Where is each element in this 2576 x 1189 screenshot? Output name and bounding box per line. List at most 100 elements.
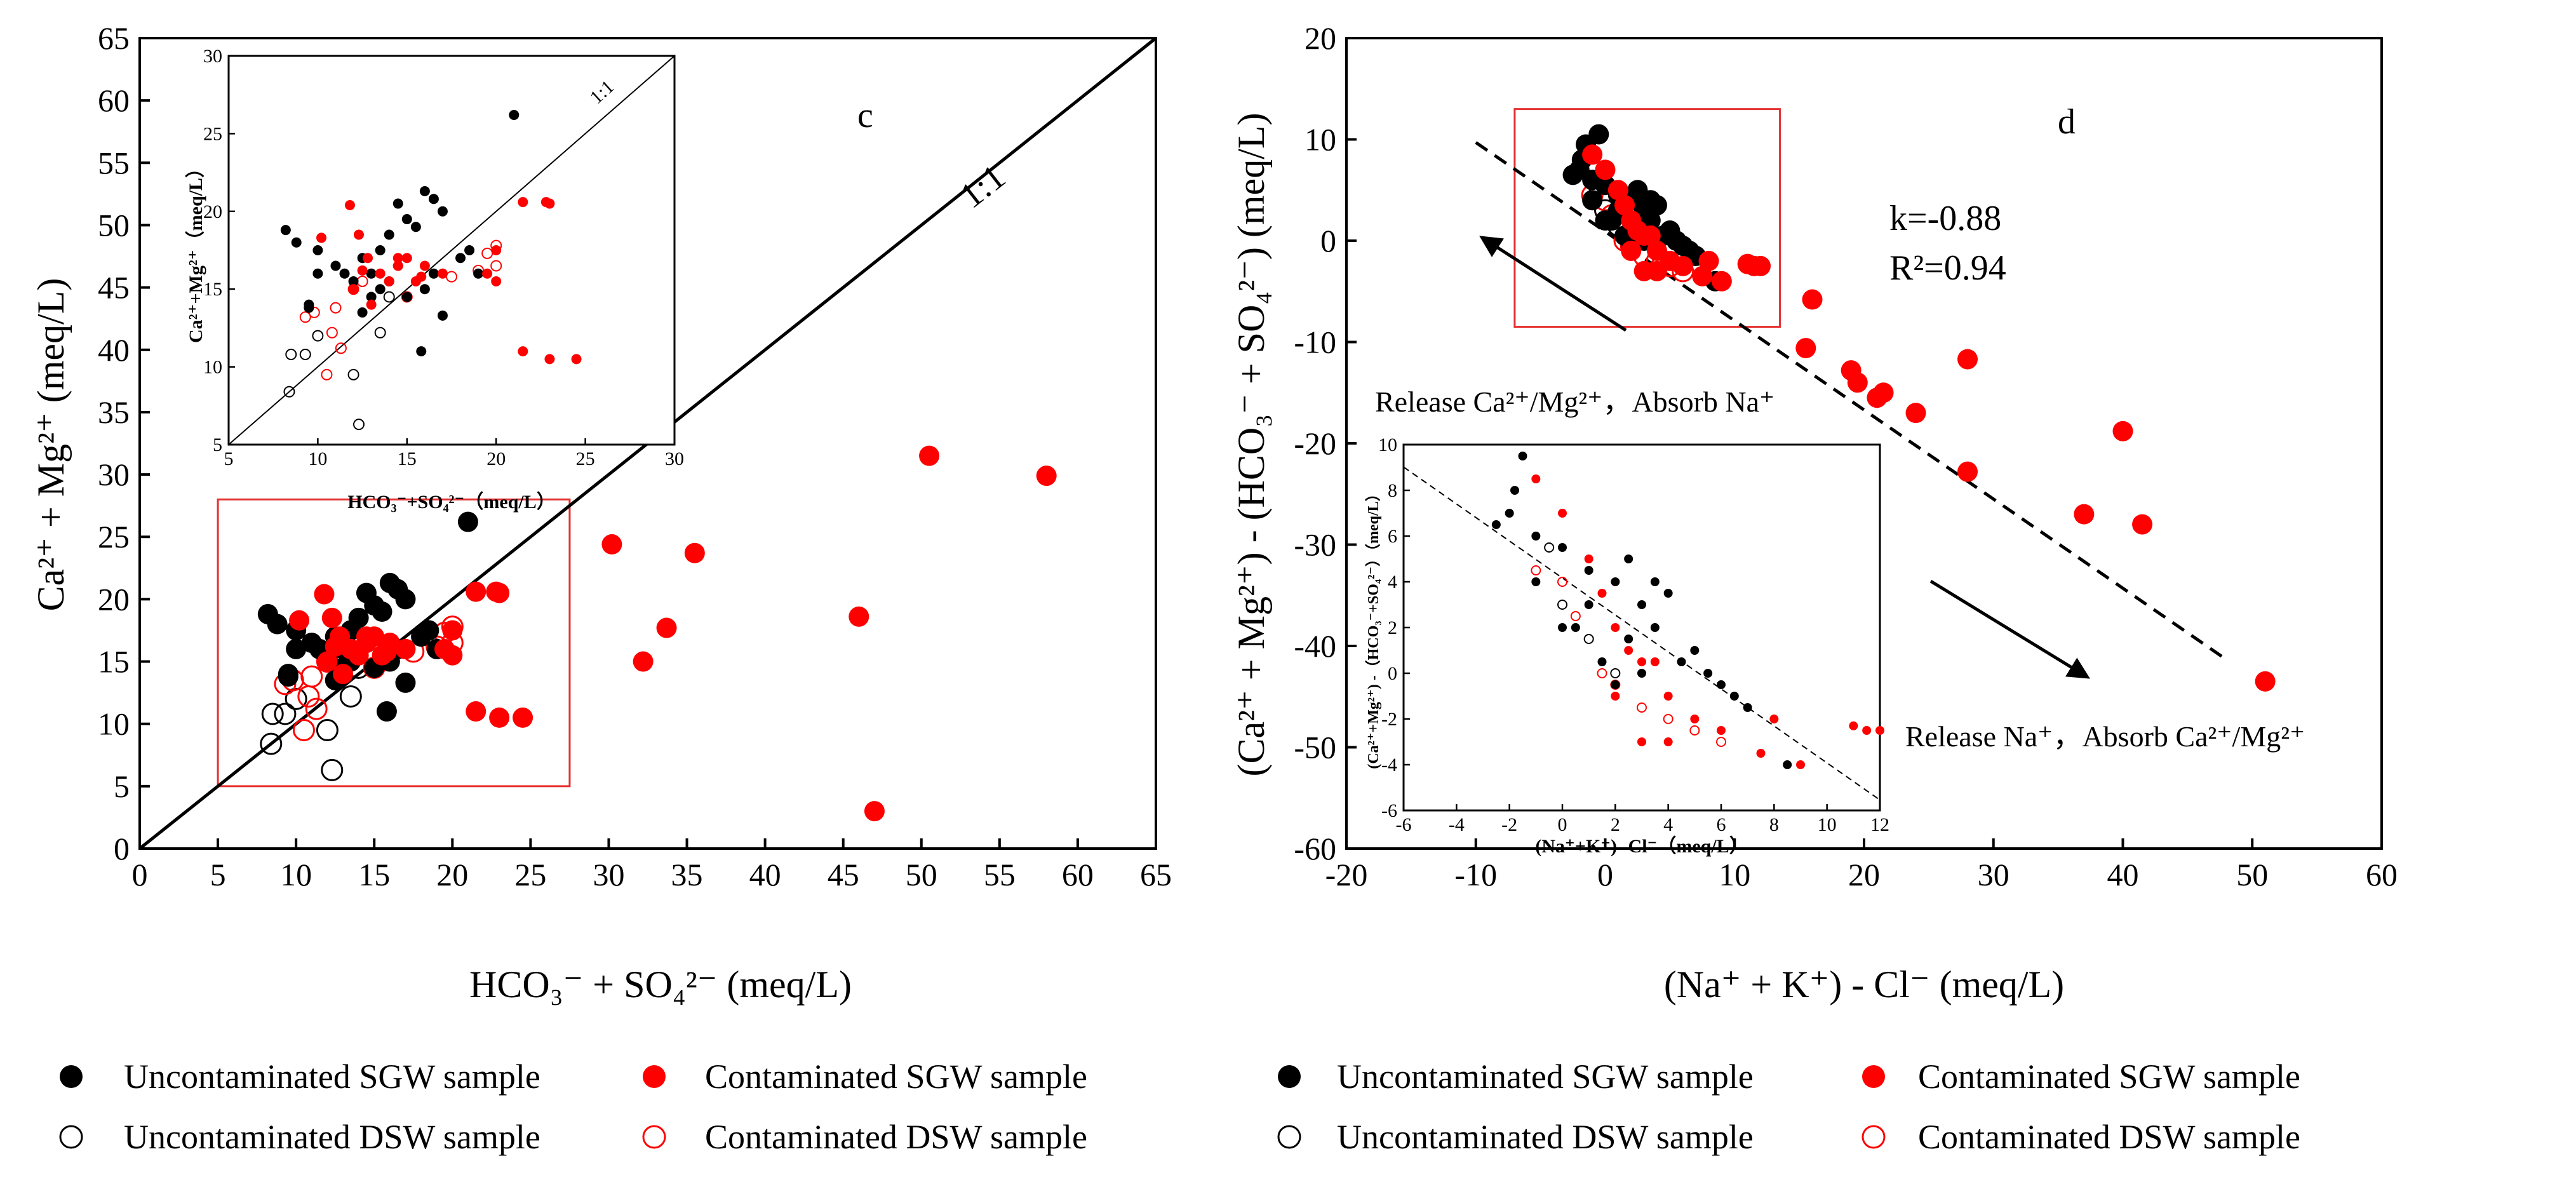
panel-d-point-con-sgw xyxy=(1847,372,1868,393)
panel-d-point-con-sgw xyxy=(1873,382,1894,403)
panel-d-x-tick-label: 10 xyxy=(1719,857,1750,892)
panel-d-inset-point-con-dsw xyxy=(1570,611,1581,621)
panel-c-inset-y-tick-label: 5 xyxy=(213,434,222,455)
panel-d-inset-point-con-sgw xyxy=(1862,726,1872,735)
panel-d-point-unc-sgw xyxy=(1582,190,1603,211)
panel-c-inset-point-con-sgw xyxy=(348,284,359,295)
panel-c-point-unc-sgw xyxy=(457,511,478,532)
panel-d-inset-point-unc-sgw xyxy=(1703,669,1713,678)
panel-d-inset-point-con-sgw xyxy=(1558,509,1567,518)
panel-d-fit-line xyxy=(1475,141,2227,661)
panel-c-axes: 0 5 10 15 20 25 30 35 40 45 50 55 60 6505101520253035… xyxy=(98,20,1172,892)
panel-d-inset-point-con-sgw xyxy=(1597,589,1607,598)
panel-c-point-con-sgw xyxy=(321,607,342,628)
panel-c-inset-point-con-sgw xyxy=(357,265,368,276)
panel-d-y-tick-label: 20 xyxy=(1305,20,1336,56)
panel-c-inset-point-unc-sgw xyxy=(428,194,439,205)
panel-c-point-con-sgw xyxy=(466,581,486,602)
panel-d-y-tick-label: -50 xyxy=(1294,730,1336,765)
panel-d-inset-x-axis-title: (Na⁺+K⁺) -Cl⁻（meq/L） xyxy=(1535,835,1748,857)
panel-d-inset-point-con-sgw xyxy=(1663,737,1673,746)
panel-c-inset-point-unc-dsw xyxy=(352,419,365,431)
panel-d-inset-y-tick-label: 4 xyxy=(1388,572,1397,593)
panel-c-inset-x-tick-label: 15 xyxy=(398,448,417,469)
panel-c-x-tick-label: 35 xyxy=(671,857,703,892)
legend-d-label-con-sgw: Contaminated SGW sample xyxy=(1918,1058,2300,1096)
panel-c-point-con-sgw xyxy=(489,707,510,728)
panel-c-inset-point-con-sgw xyxy=(482,268,493,279)
panel-d-inset-point-unc-sgw xyxy=(1663,589,1673,598)
panel-d-y-axis-title: (Ca²⁺ + Mg²⁺) - (HCO₃⁻ + SO₄²⁻) (meq/L) xyxy=(1230,112,1272,776)
panel-c-x-tick-label: 25 xyxy=(514,857,546,892)
panel-d-inset-point-con-sgw xyxy=(1650,657,1660,666)
panel-c-inset-point-unc-dsw xyxy=(299,349,311,361)
panel-c-inset-point-con-sgw xyxy=(384,276,394,286)
panel-c-inset-point-con-dsw xyxy=(490,260,502,272)
panel-c-inset-point-unc-sgw xyxy=(455,253,466,264)
panel-c-inset-y-tick-label: 25 xyxy=(203,123,222,144)
panel-d-inset-point-unc-sgw xyxy=(1611,577,1620,586)
panel-d-inset-point-unc-dsw xyxy=(1557,600,1567,610)
panel-c-point-unc-dsw xyxy=(260,732,283,755)
panel-d-y-tick-label: 0 xyxy=(1320,223,1336,259)
panel-d-inset-point-con-sgw xyxy=(1637,737,1646,746)
panel-c-point-unc-sgw xyxy=(267,614,288,635)
panel-d-point-con-sgw xyxy=(1957,349,1978,370)
panel-d-inset-point-unc-dsw xyxy=(1544,542,1555,553)
panel-d-point-con-sgw xyxy=(1607,180,1628,201)
panel-c-point-unc-sgw xyxy=(376,701,397,722)
legend-d-marker-unc-sgw xyxy=(1278,1065,1301,1088)
panel-c-y-tick-label: 20 xyxy=(98,581,130,617)
panel-c-inset-one-to-one-line xyxy=(228,55,675,445)
panel-c-y-tick-label: 35 xyxy=(98,394,130,430)
panel-c-y-tick-label: 50 xyxy=(98,207,130,243)
panel-c-y-tick-label: 45 xyxy=(98,270,130,306)
panel-d-point-con-sgw xyxy=(1672,255,1693,276)
panel-c-point-con-sgw xyxy=(442,645,463,666)
panel-c-inset-point-unc-sgw xyxy=(291,237,302,248)
panel-c-point-unc-sgw xyxy=(348,607,369,628)
panel-d-inset-point-unc-sgw xyxy=(1531,577,1541,586)
panel-c-inset-point-unc-sgw xyxy=(473,268,484,279)
panel-c-inset-axes: 5 10 15 20 25 30 5 10 15 20 25 30 xyxy=(203,46,684,469)
panel-c-inset-point-unc-sgw xyxy=(428,268,439,279)
panel-d-inset-point-con-dsw xyxy=(1716,737,1726,747)
panel-c-point-unc-sgw xyxy=(372,601,392,622)
panel-c-inset-point-unc-sgw xyxy=(419,185,430,196)
panel-c-point-con-sgw xyxy=(376,641,397,662)
panel-d-inset-y-tick-label: -4 xyxy=(1381,755,1397,776)
panel-c-point-con-sgw xyxy=(317,651,338,672)
panel-d-y-tick-label: -30 xyxy=(1294,527,1336,563)
panel-c-inset-point-con-sgw xyxy=(518,197,528,208)
panel-d-point-con-sgw xyxy=(1692,265,1713,286)
panel-d-inset-point-con-dsw xyxy=(1531,565,1541,575)
panel-d-point-con-sgw xyxy=(1582,144,1603,165)
panel-d-inset-point-unc-sgw xyxy=(1677,657,1686,666)
panel-d-inset-point-unc-sgw xyxy=(1729,692,1739,701)
panel-d-point-con-sgw xyxy=(1711,271,1732,292)
panel-d-point-con-sgw xyxy=(2074,504,2095,525)
panel-d-inset-point-unc-sgw xyxy=(1650,623,1660,632)
panel-d-y-tick-label: -20 xyxy=(1294,426,1336,461)
panel-c-inset-point-unc-dsw xyxy=(383,291,395,303)
panel-c-inset-point-unc-sgw xyxy=(375,245,386,255)
panel-d-point-con-sgw xyxy=(1698,250,1719,271)
panel-c-point-unc-sgw xyxy=(395,672,416,693)
panel-d-inset-point-unc-sgw xyxy=(1690,646,1700,655)
panel-c-inset-point-unc-sgw xyxy=(419,284,430,295)
panel-c-inset-point-con-dsw xyxy=(299,311,311,323)
panel-c-inset-point-con-dsw xyxy=(330,302,342,314)
panel-d-y-tick-label: -60 xyxy=(1294,831,1336,866)
panel-c-x-tick-label: 45 xyxy=(828,857,859,892)
panel-d-inset-y-tick-label: 2 xyxy=(1388,617,1397,638)
panel-c-point-con-sgw xyxy=(849,606,869,627)
panel-d-inset-point-con-sgw xyxy=(1663,692,1673,701)
panel-d-inset-y-tick-label: 0 xyxy=(1388,663,1397,684)
panel-d-inset-point-unc-sgw xyxy=(1584,600,1593,609)
panel-c-chart: 0 5 10 15 20 25 30 35 40 45 50 55 60 6505101520253035… xyxy=(30,20,1172,1005)
panel-c-inset-y-tick-label: 10 xyxy=(203,357,222,378)
panel-c-y-tick-label: 30 xyxy=(98,457,130,492)
panel-d-inset-x-tick-label: -6 xyxy=(1396,814,1412,835)
panel-d-axes: -20 -10 0 10 20 30 40 50 60-60-50-40-30-20-10010… xyxy=(1294,20,2398,892)
arrow-release-ca xyxy=(1479,236,1627,332)
